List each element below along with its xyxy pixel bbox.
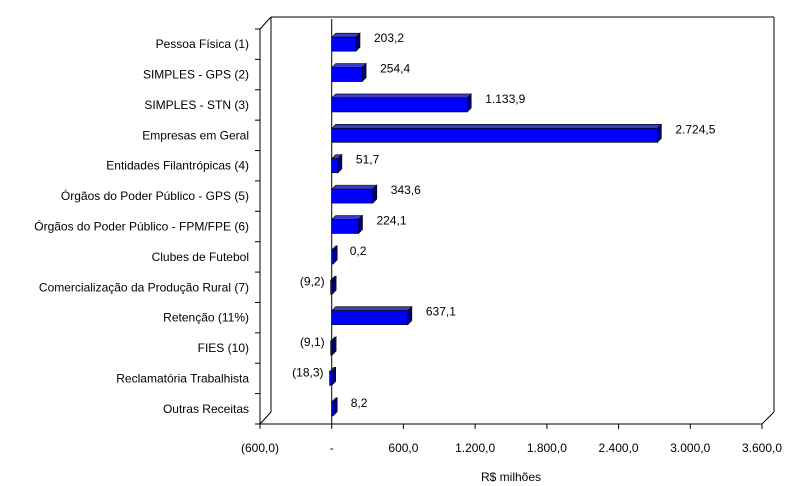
data-label: 8,2	[351, 396, 368, 410]
bar-front-face	[331, 219, 359, 234]
bar-front-face	[331, 310, 409, 325]
bar-front-face	[331, 128, 658, 143]
category-axis-ticks	[255, 28, 260, 425]
bar	[330, 32, 361, 52]
bar-front-face	[330, 279, 333, 295]
data-label: (9,1)	[300, 335, 325, 349]
bar-top-face	[330, 63, 367, 68]
category-label: Clubes de Futebol	[152, 250, 249, 264]
bar	[330, 93, 472, 113]
floor-left-edge	[259, 411, 272, 425]
bar	[330, 397, 338, 417]
bars	[328, 32, 663, 417]
bar	[330, 245, 338, 265]
data-label: 51,7	[356, 153, 380, 167]
bar-front-face	[331, 67, 363, 82]
data-label: 203,2	[374, 31, 404, 45]
bar-top-face	[330, 306, 413, 311]
category-label: Comercialização da Produção Rural (7)	[39, 280, 249, 294]
category-label: Pessoa Física (1)	[156, 37, 249, 51]
category-label: FIES (10)	[198, 341, 249, 355]
bar-front-face	[331, 401, 334, 417]
bar	[330, 305, 413, 326]
category-label: SIMPLES - STN (3)	[144, 98, 249, 112]
x-axis-title: R$ milhões	[481, 470, 541, 484]
data-label: 637,1	[426, 305, 456, 319]
bar	[330, 62, 367, 83]
category-label: SIMPLES - GPS (2)	[143, 68, 249, 82]
data-label: (18,3)	[292, 365, 323, 379]
bar-top-face	[330, 215, 364, 220]
value-tick-label: 1.800,0	[527, 441, 567, 455]
value-tick-label: 3.000,0	[670, 441, 710, 455]
bar-top-face	[330, 124, 663, 129]
bar-front-face	[331, 36, 357, 52]
category-label: Retenção (11%)	[163, 311, 249, 325]
bar-top-face	[330, 184, 378, 190]
top-depth-edge	[259, 16, 272, 30]
value-tick-label: 2.400,0	[599, 441, 639, 455]
bar	[330, 184, 378, 204]
value-tick-label: (600,0)	[241, 441, 279, 455]
category-label: Órgãos do Poder Público - GPS (5)	[61, 188, 249, 203]
bar	[330, 123, 663, 144]
category-label: Reclamatória Trabalhista	[116, 371, 249, 385]
data-label: 343,6	[391, 183, 421, 197]
data-label: 2.724,5	[675, 122, 715, 136]
value-tick-label: -	[330, 441, 334, 455]
bar	[329, 336, 337, 356]
bar-front-face	[329, 371, 333, 386]
bar	[330, 154, 343, 174]
value-axis-ticks	[259, 424, 763, 429]
bar-front-face	[331, 158, 339, 174]
value-tick-label: 1.200,0	[455, 441, 495, 455]
bar	[329, 275, 337, 295]
plot-frame	[259, 16, 775, 425]
category-label: Outras Receitas	[163, 402, 249, 416]
data-label: 0,2	[350, 244, 367, 258]
bar	[328, 366, 337, 387]
bar-front-face	[331, 188, 374, 204]
data-label: (9,2)	[300, 274, 325, 288]
data-label: 254,4	[380, 62, 410, 76]
data-label: 224,1	[376, 214, 406, 228]
value-tick-label: 3.600,0	[742, 441, 782, 455]
category-label: Órgãos do Poder Público - FPM/FPE (6)	[34, 219, 249, 234]
category-label: Empresas em Geral	[142, 128, 249, 142]
category-label: Entidades Filantrópicas (4)	[106, 159, 249, 173]
bar-front-face	[331, 249, 334, 265]
bar	[330, 214, 364, 235]
bar-top-face	[330, 93, 472, 99]
data-labels: 203,2 254,4 1.133,9 2.724,5 51,7 343,6 224,1 0,…	[292, 31, 716, 410]
bar-front-face	[330, 340, 333, 356]
bar-front-face	[331, 97, 468, 113]
floor-right-edge	[761, 411, 775, 425]
value-axis-tick-labels: (600,0) - 600,0 1.200,0 1.800,0 2.400,0 3.000,…	[241, 441, 782, 455]
bar-top-face	[330, 32, 361, 38]
category-axis-labels: Pessoa Física (1) SIMPLES - GPS (2) SIMPLE…	[34, 37, 249, 416]
value-tick-label: 600,0	[388, 441, 418, 455]
data-label: 1.133,9	[485, 92, 525, 106]
